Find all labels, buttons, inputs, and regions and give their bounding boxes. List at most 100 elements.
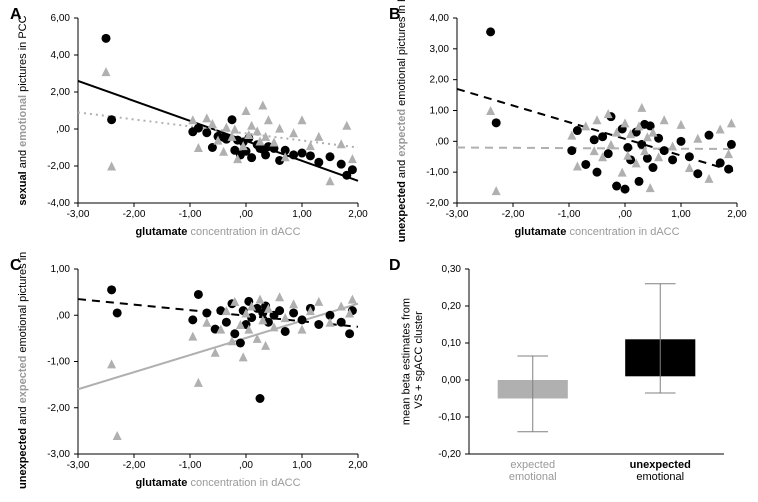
ytick-label: -2,00 [47,403,70,414]
point-emotional [230,125,239,134]
point-expected [261,341,270,350]
point-unexpected [677,137,686,146]
point-expected [256,295,265,304]
ytick-label: 6,00 [51,13,71,24]
point-expected [107,359,116,368]
point-expected [637,103,646,112]
ytick-label: 0,30 [442,264,462,275]
point-expected [621,118,630,127]
ylabel: unexpected and expected emotional pictur… [396,0,408,242]
ytick-label: -4,00 [47,198,70,209]
ytick-label: -1,00 [426,167,449,178]
ytick-label: 0,20 [442,301,462,312]
point-unexpected [643,154,652,163]
point-unexpected [621,185,630,194]
point-sexual [314,158,323,167]
point-emotional [314,132,323,141]
point-unexpected [567,146,576,155]
ytick-label: 0,00 [442,375,462,386]
point-sexual [247,153,256,162]
ytick-label: ,00 [435,136,449,147]
point-sexual [337,160,346,169]
xtick-label: 2,00 [348,460,368,471]
point-expected [727,118,736,127]
point-emotional [289,128,298,137]
point-sexual [306,151,315,160]
point-emotional [342,121,351,130]
panel-d: D -0,20-0,100,000,100,200,30expectedemot… [379,251,758,502]
point-unexpected [113,308,122,317]
point-sexual [202,128,211,137]
point-expected [646,183,655,192]
point-expected [607,140,616,149]
xtick-label: 1,00 [671,209,691,220]
point-unexpected [581,160,590,169]
xlabel: glutamate concentration in dACC [514,226,679,238]
ylabel: unexpected and expected emotional pictur… [17,251,29,489]
ytick-label: 4,00 [430,13,450,24]
point-expected [573,162,582,171]
ytick-label: 2,00 [51,87,71,98]
point-emotional [306,141,315,150]
point-emotional [258,100,267,109]
figure-grid: A -3,00-2,00-1,00,001,002,00-4,00-2,00,0… [0,0,758,502]
xtick-label: -2,00 [123,460,146,471]
bar-label: unexpected [630,459,691,471]
xtick-label: -3,00 [67,209,90,220]
point-emotional [270,137,279,146]
xtick-label: ,00 [239,209,253,220]
point-unexpected [256,394,265,403]
xtick-label: -1,00 [558,209,581,220]
point-unexpected [492,118,501,127]
ytick-label: -1,00 [47,357,70,368]
point-sexual [194,124,203,133]
point-expected [677,120,686,129]
point-emotional [337,139,346,148]
ytick-label: 1,00 [51,264,71,275]
point-unexpected [604,149,613,158]
point-emotional [219,147,228,156]
xtick-label: -1,00 [179,209,202,220]
bar-label: emotional [636,471,684,483]
point-emotional [348,154,357,163]
xtick-label: 2,00 [348,209,368,220]
trend-line-unexpected [457,89,737,172]
ytick-label: 2,00 [430,75,450,86]
xlabel: glutamate concentration in dACC [135,226,300,238]
point-expected [314,297,323,306]
point-unexpected [590,135,599,144]
point-expected [660,115,669,124]
point-unexpected [593,168,602,177]
point-unexpected [236,339,245,348]
ytick-label: -2,00 [47,161,70,172]
point-sexual [228,115,237,124]
point-unexpected [314,320,323,329]
ytick-label: -0,20 [438,449,461,460]
point-unexpected [598,132,607,141]
panel-b: B -3,00-2,00-1,00,001,002,00-2,00-1,00,0… [379,0,758,251]
point-emotional [242,106,251,115]
ytick-label: 4,00 [51,50,71,61]
ytick-label: -3,00 [47,449,70,460]
trend-line-expected [457,148,737,150]
point-unexpected [668,155,677,164]
point-sexual [326,152,335,161]
point-unexpected [716,158,725,167]
point-sexual [289,150,298,159]
point-expected [326,318,335,327]
point-expected [348,295,357,304]
point-expected [705,174,714,183]
point-expected [113,431,122,440]
xtick-label: -1,00 [179,460,202,471]
point-expected [668,141,677,150]
ytick-label: 1,00 [430,106,450,117]
point-unexpected [298,315,307,324]
point-expected [716,125,725,134]
point-unexpected [337,318,346,327]
point-expected [202,318,211,327]
xtick-label: -2,00 [123,209,146,220]
point-expected [239,352,248,361]
point-unexpected [705,131,714,140]
point-expected [623,151,632,160]
point-expected [693,134,702,143]
